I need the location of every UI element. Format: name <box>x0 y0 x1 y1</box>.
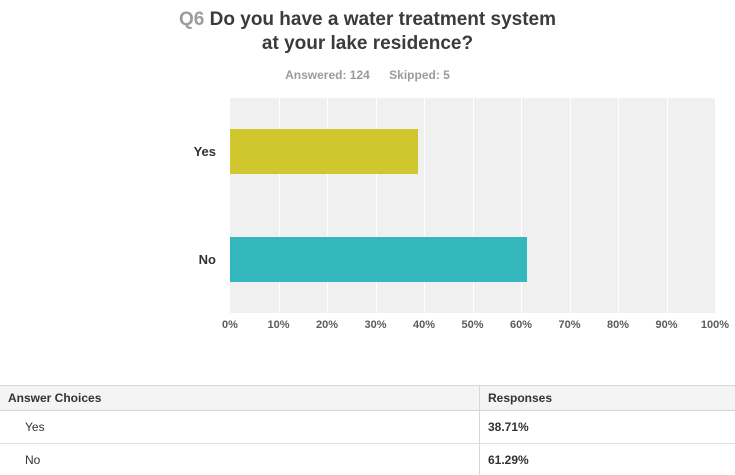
response-value-cell: 38.71% <box>488 420 529 434</box>
bar-rows <box>230 98 715 313</box>
x-tick-label: 90% <box>655 319 678 331</box>
x-axis: 0% 10% 20% 30% 40% 50% 60% 70% 80% 90% 100% <box>222 319 729 335</box>
chart-title: Q6 Do you have a water treatment system … <box>0 0 735 56</box>
answer-choice-cell: Yes <box>0 411 480 443</box>
x-tick-label: 20% <box>315 319 339 331</box>
answers-table: Answer Choices Responses Yes 38.71% No 61.2… <box>0 385 735 475</box>
category-labels: Yes No <box>0 98 230 313</box>
skipped-count: Skipped: 5 <box>389 68 450 82</box>
question-text-line2: at your lake residence? <box>261 33 474 54</box>
table-header-row: Answer Choices Responses <box>0 386 735 411</box>
answered-count: Answered: 124 <box>285 68 370 82</box>
table-row: Yes 38.71% <box>0 411 735 444</box>
bar-row <box>230 206 715 314</box>
question-number: Q6 <box>179 9 205 30</box>
category-label: Yes <box>193 144 216 160</box>
gridline <box>472 98 474 313</box>
bar-chart: Yes No 0% 10% 20% 30% 40% 50% 60% 70% 80% 90% 100% <box>0 98 735 338</box>
gridline <box>327 98 328 313</box>
x-tick-label: 40% <box>412 319 436 331</box>
table-body: Yes 38.71% No 61.29% <box>0 411 735 475</box>
x-tick-label: 80% <box>606 319 630 331</box>
x-tick-label: 30% <box>364 319 387 331</box>
gridline <box>278 98 280 313</box>
chart-title-line1: Q6 Do you have a water treatment system <box>0 8 735 32</box>
answer-choice-cell: No <box>0 444 480 475</box>
question-text-line1: Do you have a water treatment system <box>209 9 556 30</box>
gridline <box>375 98 377 313</box>
table-header-answer-choices: Answer Choices <box>0 386 480 410</box>
gridline <box>666 98 668 313</box>
table-header-responses: Responses <box>488 391 553 405</box>
x-tick-label: 70% <box>558 319 581 331</box>
gridline <box>424 98 425 313</box>
response-value-cell: 61.29% <box>488 453 529 467</box>
x-tick-label: 10% <box>267 319 290 331</box>
gridline <box>521 98 522 313</box>
category-label: No <box>198 251 216 267</box>
chart-plot-area <box>230 98 715 313</box>
table-row: No 61.29% <box>0 444 735 475</box>
x-tick-label: 60% <box>509 319 533 331</box>
gridline <box>618 98 619 313</box>
gridline <box>569 98 571 313</box>
x-tick-label: 50% <box>461 319 484 331</box>
x-tick-label: 0% <box>222 319 238 331</box>
bar-row <box>230 98 715 206</box>
bar-yes <box>230 129 418 175</box>
response-stats: Answered: 124 Skipped: 5 <box>0 68 735 82</box>
x-tick-label: 100% <box>700 319 730 331</box>
bar-no <box>230 236 528 282</box>
